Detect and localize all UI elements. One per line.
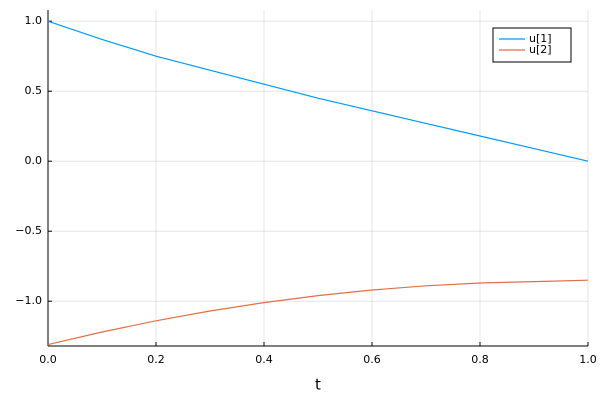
legend-label: u[2]: [529, 43, 552, 56]
y-tick-label: 1.0: [25, 14, 43, 27]
x-tick-label: 0.6: [363, 353, 381, 366]
x-tick-label: 0.4: [255, 353, 273, 366]
x-tick-label: 1.0: [579, 353, 597, 366]
y-tick-label: −0.5: [15, 224, 42, 237]
legend-box: [492, 27, 572, 63]
x-tick-label: 0.2: [147, 353, 165, 366]
y-tick-label: −1.0: [15, 294, 42, 307]
x-axis-label: t: [315, 376, 321, 394]
y-tick-label: 0.0: [25, 154, 43, 167]
x-tick-label: 0.0: [39, 353, 57, 366]
line-series: [47, 20, 589, 162]
legend-label: u[1]: [529, 32, 552, 45]
x-tick-label: 0.8: [471, 353, 489, 366]
line-series: [47, 279, 589, 346]
y-tick-label: 0.5: [25, 84, 43, 97]
